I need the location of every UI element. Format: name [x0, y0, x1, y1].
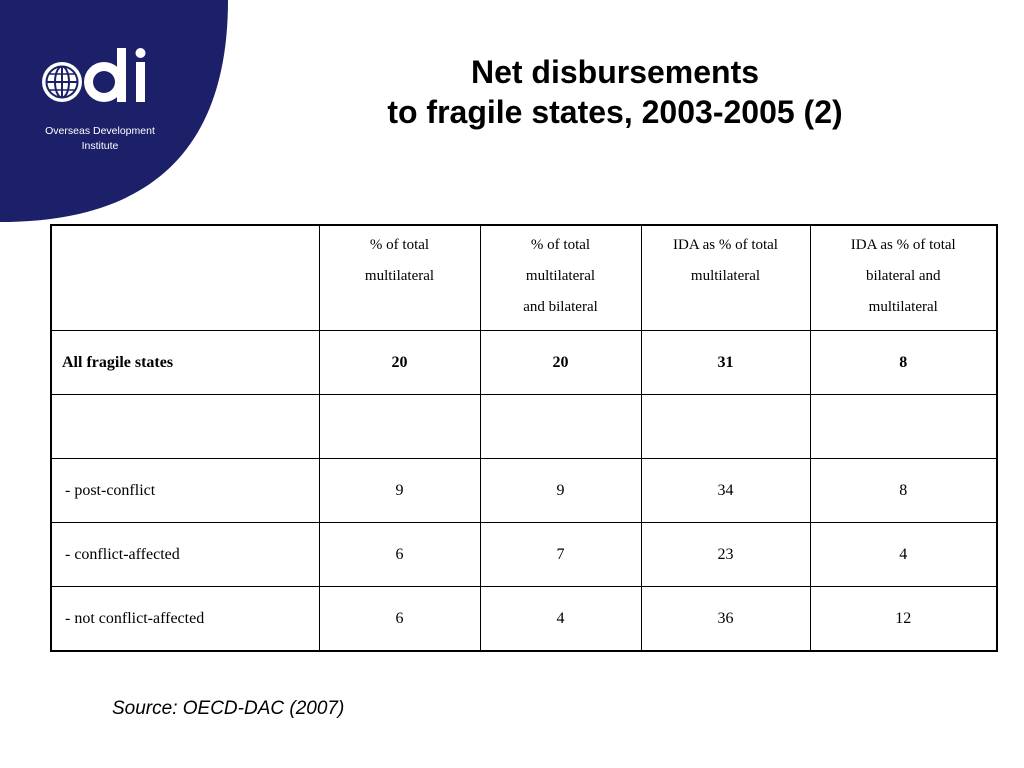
title-line1: Net disbursements	[470, 54, 760, 90]
table-cell: 20	[318, 330, 481, 395]
header-line: multilateral	[690, 268, 761, 284]
header-line: IDA as % of total	[850, 237, 956, 253]
table-row: - conflict-affected 6 7 23 4	[50, 522, 998, 587]
source-note: Source: OECD-DAC (2007)	[112, 698, 345, 719]
table-cell: 12	[809, 586, 998, 652]
header-cell: % of total multilateral	[318, 224, 481, 331]
row-label: All fragile states	[50, 330, 320, 395]
header-line: multilateral	[868, 299, 938, 315]
table-cell: 20	[479, 330, 642, 395]
table-cell: 36	[640, 586, 811, 652]
globe-icon	[42, 62, 82, 102]
header-line: multilateral	[525, 268, 596, 284]
header-cell: IDA as % of total multilateral	[640, 224, 811, 331]
slide-title: Net disbursements to fragile states, 200…	[230, 52, 1000, 132]
logo-org-line1: Overseas Development	[45, 125, 155, 137]
table-cell: 8	[809, 458, 998, 523]
header-line: bilateral and	[865, 268, 941, 284]
table-row: - not conflict-affected 6 4 36 12	[50, 586, 998, 652]
table-cell	[640, 394, 811, 459]
table-cell: 34	[640, 458, 811, 523]
table-header-row: % of total multilateral % of total multi…	[50, 224, 998, 331]
header-line: % of total	[530, 237, 591, 253]
logo-organization-name: Overseas Development Institute	[30, 124, 170, 154]
table-cell	[479, 394, 642, 459]
disbursements-table: % of total multilateral % of total multi…	[50, 224, 998, 652]
table-cell: 6	[318, 522, 481, 587]
odi-logo-mark	[42, 48, 146, 102]
row-label: - not conflict-affected	[50, 586, 320, 652]
table-row-empty	[50, 394, 998, 459]
table-cell: 23	[640, 522, 811, 587]
header-cell-empty	[50, 224, 320, 331]
table-row: All fragile states 20 20 31 8	[50, 330, 998, 395]
logo-org-line2: Institute	[81, 140, 119, 152]
header-line: multilateral	[364, 268, 435, 284]
odi-logo: Overseas Development Institute	[0, 0, 230, 222]
header-line: and bilateral	[523, 299, 598, 315]
row-label: - conflict-affected	[50, 522, 320, 587]
header-line: IDA as % of total	[673, 237, 778, 253]
table-cell: 7	[479, 522, 642, 587]
row-label: - post-conflict	[50, 458, 320, 523]
table-cell: 9	[479, 458, 642, 523]
table-cell	[809, 394, 998, 459]
header-cell: IDA as % of total bilateral and multilat…	[809, 224, 998, 331]
logo-background-shape	[0, 0, 228, 222]
table-cell: 6	[318, 586, 481, 652]
title-line2: to fragile states, 2003-2005 (2)	[387, 94, 843, 130]
table-cell: 8	[809, 330, 998, 395]
header-cell: % of total multilateral and bilateral	[479, 224, 642, 331]
table-cell: 4	[479, 586, 642, 652]
header-line: % of total	[369, 237, 430, 253]
table-row: - post-conflict 9 9 34 8	[50, 458, 998, 523]
row-label	[50, 394, 320, 459]
table-cell	[318, 394, 481, 459]
table-cell: 31	[640, 330, 811, 395]
table-cell: 9	[318, 458, 481, 523]
table-cell: 4	[809, 522, 998, 587]
